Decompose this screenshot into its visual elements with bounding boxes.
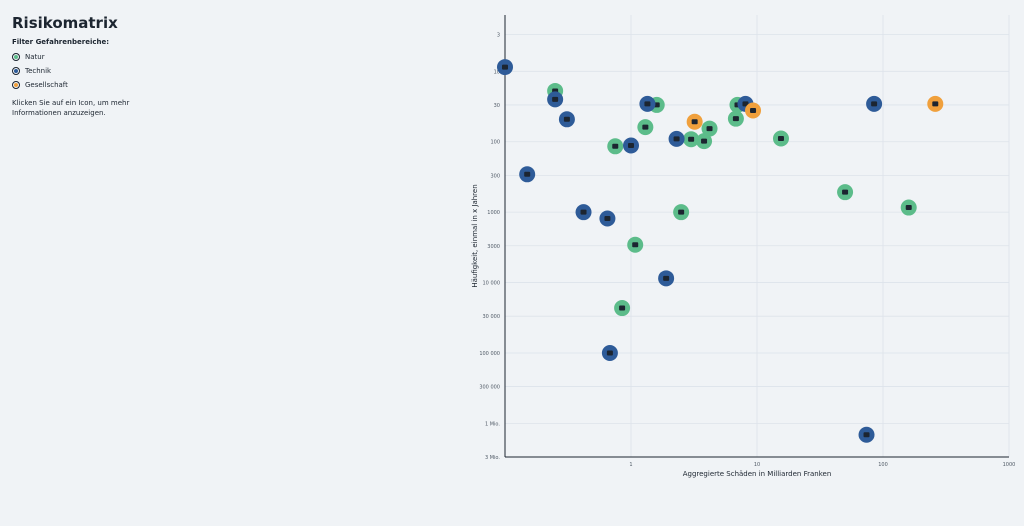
risk-point-technik[interactable] [658,270,675,287]
risk-point-natur[interactable] [627,236,644,253]
filter-label-natur: Natur [25,53,45,61]
hazard-icon [777,136,784,142]
hazard-icon [612,143,619,149]
filter-label-gesellschaft: Gesellschaft [25,81,68,89]
hazard-icon [644,101,651,107]
risk-point-technik[interactable] [519,166,536,183]
risk-point-gesellschaft[interactable] [745,102,762,119]
risk-point-gesellschaft[interactable] [686,113,703,130]
y-axis-label: Häufigkeit, einmal in x Jahren [471,184,479,287]
hazard-icon [706,126,713,132]
risk-point-technik[interactable] [623,137,639,154]
radio-gesellschaft[interactable] [12,81,20,89]
risk-point-natur[interactable] [637,119,654,136]
hazard-icon [932,101,939,107]
y-tick-label: 3000 [487,244,500,250]
hazard-icon [580,209,587,215]
risk-point-technik[interactable] [599,210,616,227]
risk-point-gesellschaft[interactable] [927,95,944,112]
risk-point-technik[interactable] [639,95,656,112]
hazard-icon [871,101,878,107]
radio-dot-natur [14,55,18,59]
risk-point-technik[interactable] [575,204,592,221]
hazard-icon [688,136,695,142]
hazard-icon [524,171,531,177]
filter-title: Filter Gefahrenbereiche: [12,38,110,46]
filter-natur[interactable]: Natur [12,50,162,64]
y-tick-label: 3 Mio. [485,455,500,461]
radio-natur[interactable] [12,53,20,61]
hazard-icon [750,108,757,114]
hazard-icon [742,101,749,107]
y-tick-label: 1000 [487,210,500,216]
risk-point-natur[interactable] [696,133,713,150]
hazard-icon [663,275,670,281]
risk-point-natur[interactable] [772,130,789,147]
risk-point-natur[interactable] [701,120,718,137]
hazard-icon [673,136,680,142]
risk-point-technik[interactable] [497,59,513,76]
risk-point-natur[interactable] [900,199,917,216]
page-title: Risikomatrix [12,14,118,32]
hazard-icon [691,119,698,125]
filter-technik[interactable]: Technik [12,64,162,78]
x-tick-label: 1 [629,462,632,468]
y-tick-label: 10 000 [483,281,501,287]
y-tick-label: 300 000 [479,385,500,391]
hazard-icon [563,116,570,122]
risk-point-technik[interactable] [866,95,883,112]
y-tick-label: 300 [490,173,500,179]
risk-point-natur[interactable] [607,138,624,155]
x-axis-label: Aggregierte Schäden in Milliarden Franke… [683,470,832,478]
y-tick-label: 100 000 [479,351,500,357]
data-points [497,59,944,443]
risk-point-technik[interactable] [601,344,618,361]
risk-point-natur[interactable] [727,110,744,127]
hazard-icon [628,142,634,148]
filter-gesellschaft[interactable]: Gesellschaft [12,78,162,92]
hazard-icon [678,209,685,215]
radio-dot-gesellschaft [14,83,18,87]
risk-point-technik[interactable] [858,426,875,443]
hazard-icon [632,242,639,248]
radio-dot-technik [14,69,18,73]
risk-point-technik[interactable] [558,111,575,128]
filter-label-technik: Technik [25,67,52,75]
y-tick-label: 100 [490,140,500,146]
sidebar: Risikomatrix Filter Gefahrenbereiche: Na… [12,14,162,118]
risk-point-natur[interactable] [614,300,631,317]
y-tick-label: 10 [494,69,500,75]
y-tick-label: 1 Mio. [485,421,500,427]
risk-point-natur[interactable] [837,184,854,201]
hazard-icon [502,64,508,70]
hazard-icon [606,350,613,356]
hint-text: Klicken Sie auf ein Icon, um mehr Inform… [12,99,130,117]
risk-point-technik[interactable] [668,130,685,147]
grid [505,15,1010,458]
risk-point-natur[interactable] [683,131,700,148]
x-tick-label: 1000 [1003,462,1016,468]
hazard-icon [732,116,739,122]
risk-point-technik[interactable] [547,91,564,108]
filter-list: Natur Technik Gesellschaft [12,50,162,92]
hazard-icon [842,189,849,195]
x-tick-label: 100 [878,462,888,468]
hazard-icon [619,305,626,311]
radio-technik[interactable] [12,67,20,75]
axes [504,15,1009,458]
tick-labels: 3 10 30 100 300 1000 3000 10 000 30 000 100 000 30… [479,33,1015,468]
y-tick-label: 30 [494,103,500,109]
hazard-icon [642,124,649,130]
hazard-icon [701,138,708,144]
y-tick-label: 30 000 [483,314,501,320]
y-tick-label: 3 [497,33,500,39]
risk-point-natur[interactable] [673,204,690,221]
hazard-icon [905,205,912,211]
hazard-icon [604,215,611,221]
x-tick-label: 10 [754,462,760,468]
hazard-icon [552,96,559,102]
hazard-icon [863,432,870,438]
